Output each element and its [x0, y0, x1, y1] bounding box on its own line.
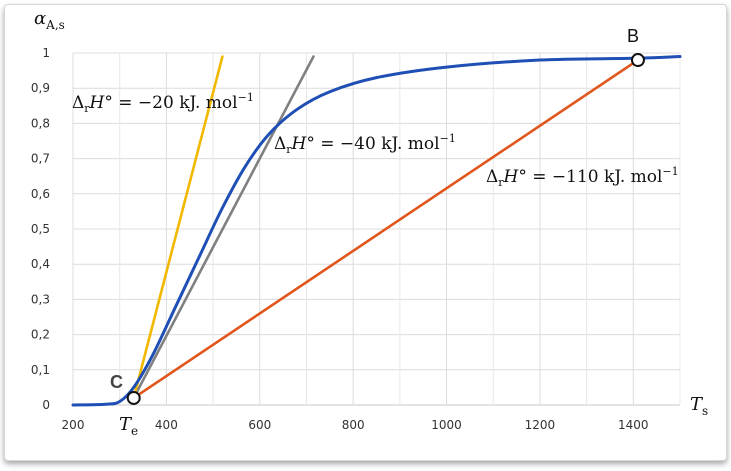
- y-tick-label: 0,9: [31, 81, 50, 95]
- y-tick-label: 0,6: [31, 187, 50, 201]
- series-group: [71, 55, 682, 407]
- points-group: [126, 53, 645, 405]
- point-c-label: C: [110, 372, 123, 392]
- point-b-label: B: [627, 26, 639, 46]
- y-tick-label: 0,1: [31, 363, 50, 377]
- y-tick-label: 0,7: [31, 152, 50, 166]
- point-b-marker: [630, 53, 645, 68]
- annotation-dh-20: ΔrH° = −20 kJ. mol−1: [72, 91, 254, 115]
- te-label: Te: [119, 414, 138, 438]
- point-c-marker: [126, 390, 141, 405]
- x-axis-label: Ts: [690, 394, 708, 418]
- y-tick-label: 0,4: [31, 257, 50, 271]
- y-tick-label: 0,8: [31, 116, 50, 130]
- series-dh-20: [132, 55, 224, 400]
- x-tick-labels: 200 400 600 800 1000 1200 1400: [62, 418, 649, 432]
- y-tick-label: 1: [42, 46, 50, 60]
- y-tick-label: 0,2: [31, 328, 50, 342]
- y-tick-labels: 0 0,1 0,2 0,3 0,4 0,5 0,6 0,7 0,8 0,9 1: [31, 46, 50, 412]
- grid: [72, 52, 681, 406]
- series-dh-110: [132, 58, 640, 400]
- y-tick-label: 0,5: [31, 222, 50, 236]
- x-tick-label: 1400: [618, 418, 649, 432]
- x-tick-label: 1200: [525, 418, 556, 432]
- annotation-dh-40: ΔrH° = −40 kJ. mol−1: [274, 132, 456, 156]
- series-dh-40: [132, 55, 315, 400]
- x-tick-label: 200: [62, 418, 85, 432]
- x-tick-label: 400: [155, 418, 178, 432]
- x-tick-label: 800: [342, 418, 365, 432]
- y-tick-label: 0,3: [31, 292, 50, 306]
- series-sigmoid: [71, 55, 682, 407]
- annotation-dh-110: ΔrH° = −110 kJ. mol−1: [486, 165, 679, 189]
- y-axis-label: αA,s: [34, 8, 65, 32]
- y-tick-label: 0: [42, 398, 50, 412]
- x-tick-label: 600: [248, 418, 271, 432]
- x-tick-label: 1000: [431, 418, 462, 432]
